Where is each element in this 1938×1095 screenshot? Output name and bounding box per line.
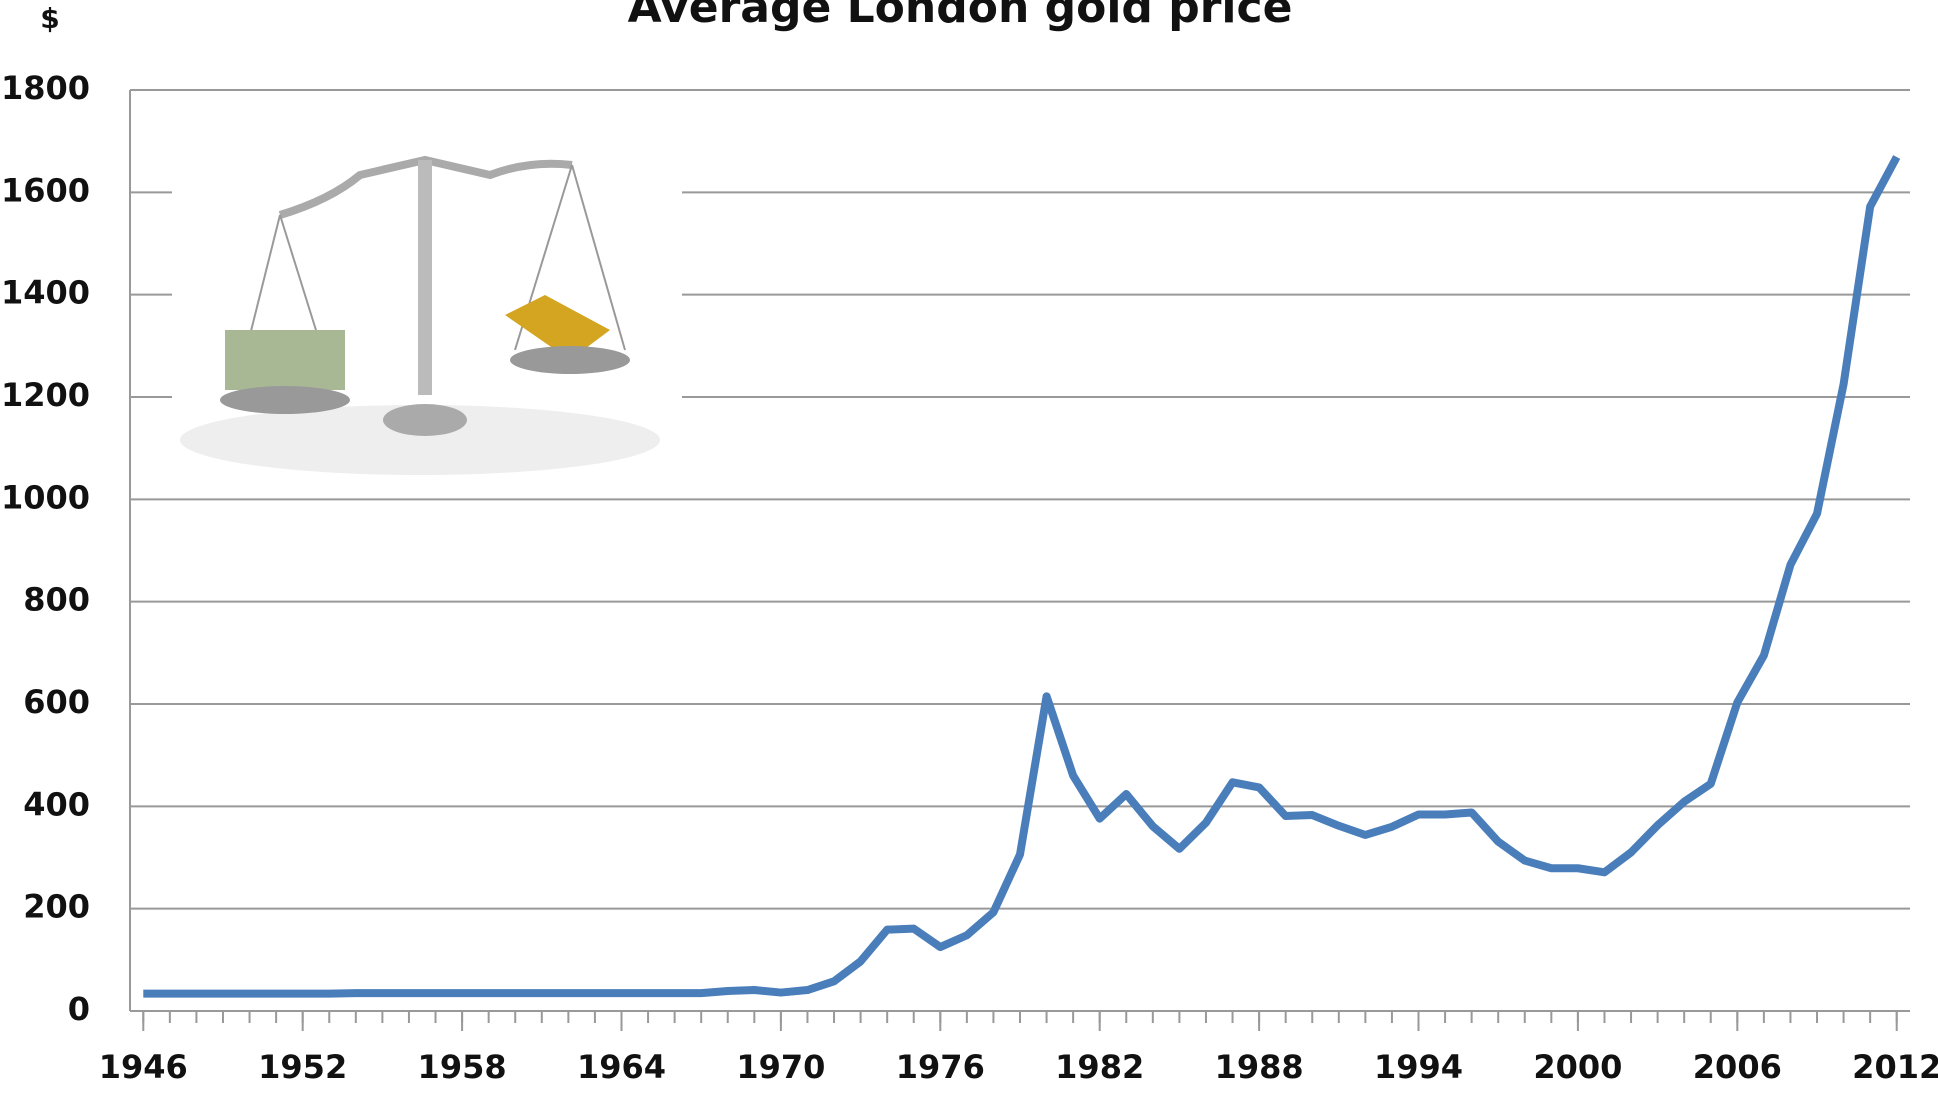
chain	[571, 164, 626, 351]
y-tick-label: 600	[23, 683, 90, 721]
base	[383, 404, 467, 436]
money-stack	[225, 330, 345, 390]
pillar	[418, 160, 432, 395]
x-tick-label: 1994	[1374, 1048, 1463, 1086]
y-tick-label: 0	[68, 990, 90, 1028]
pan	[510, 346, 630, 374]
y-tick-label: 400	[23, 785, 90, 823]
y-axis-label: $	[40, 2, 59, 35]
x-tick-label: 1976	[896, 1048, 985, 1086]
y-tick-label: 1800	[1, 69, 90, 107]
x-tick-label: 1946	[99, 1048, 188, 1086]
x-tick-label: 2006	[1693, 1048, 1782, 1086]
x-tick-label: 2012	[1852, 1048, 1938, 1086]
x-tick-label: 1982	[1055, 1048, 1144, 1086]
y-tick-label: 200	[23, 888, 90, 926]
x-tick-label: 1964	[577, 1048, 666, 1086]
chart-title: Average London gold price	[628, 0, 1293, 33]
pan	[220, 386, 350, 414]
y-tick-label: 1200	[1, 376, 90, 414]
x-tick-label: 1958	[418, 1048, 507, 1086]
shadow	[180, 405, 660, 475]
y-tick-label: 1600	[1, 171, 90, 209]
x-tick-label: 1952	[258, 1048, 347, 1086]
gold-bar	[505, 295, 610, 360]
y-tick-label: 1400	[1, 274, 90, 312]
y-tick-label: 800	[23, 581, 90, 619]
x-tick-label: 1988	[1215, 1048, 1304, 1086]
plot: 0 200 400 600 800 1000 1200 1400 1600 1800 1946 195…	[1, 69, 1938, 1086]
y-tick-label: 1000	[1, 478, 90, 516]
scales-illustration	[172, 130, 682, 475]
x-tick-label: 1970	[736, 1048, 825, 1086]
x-tick-label: 2000	[1533, 1048, 1622, 1086]
data-line	[143, 155, 1901, 998]
